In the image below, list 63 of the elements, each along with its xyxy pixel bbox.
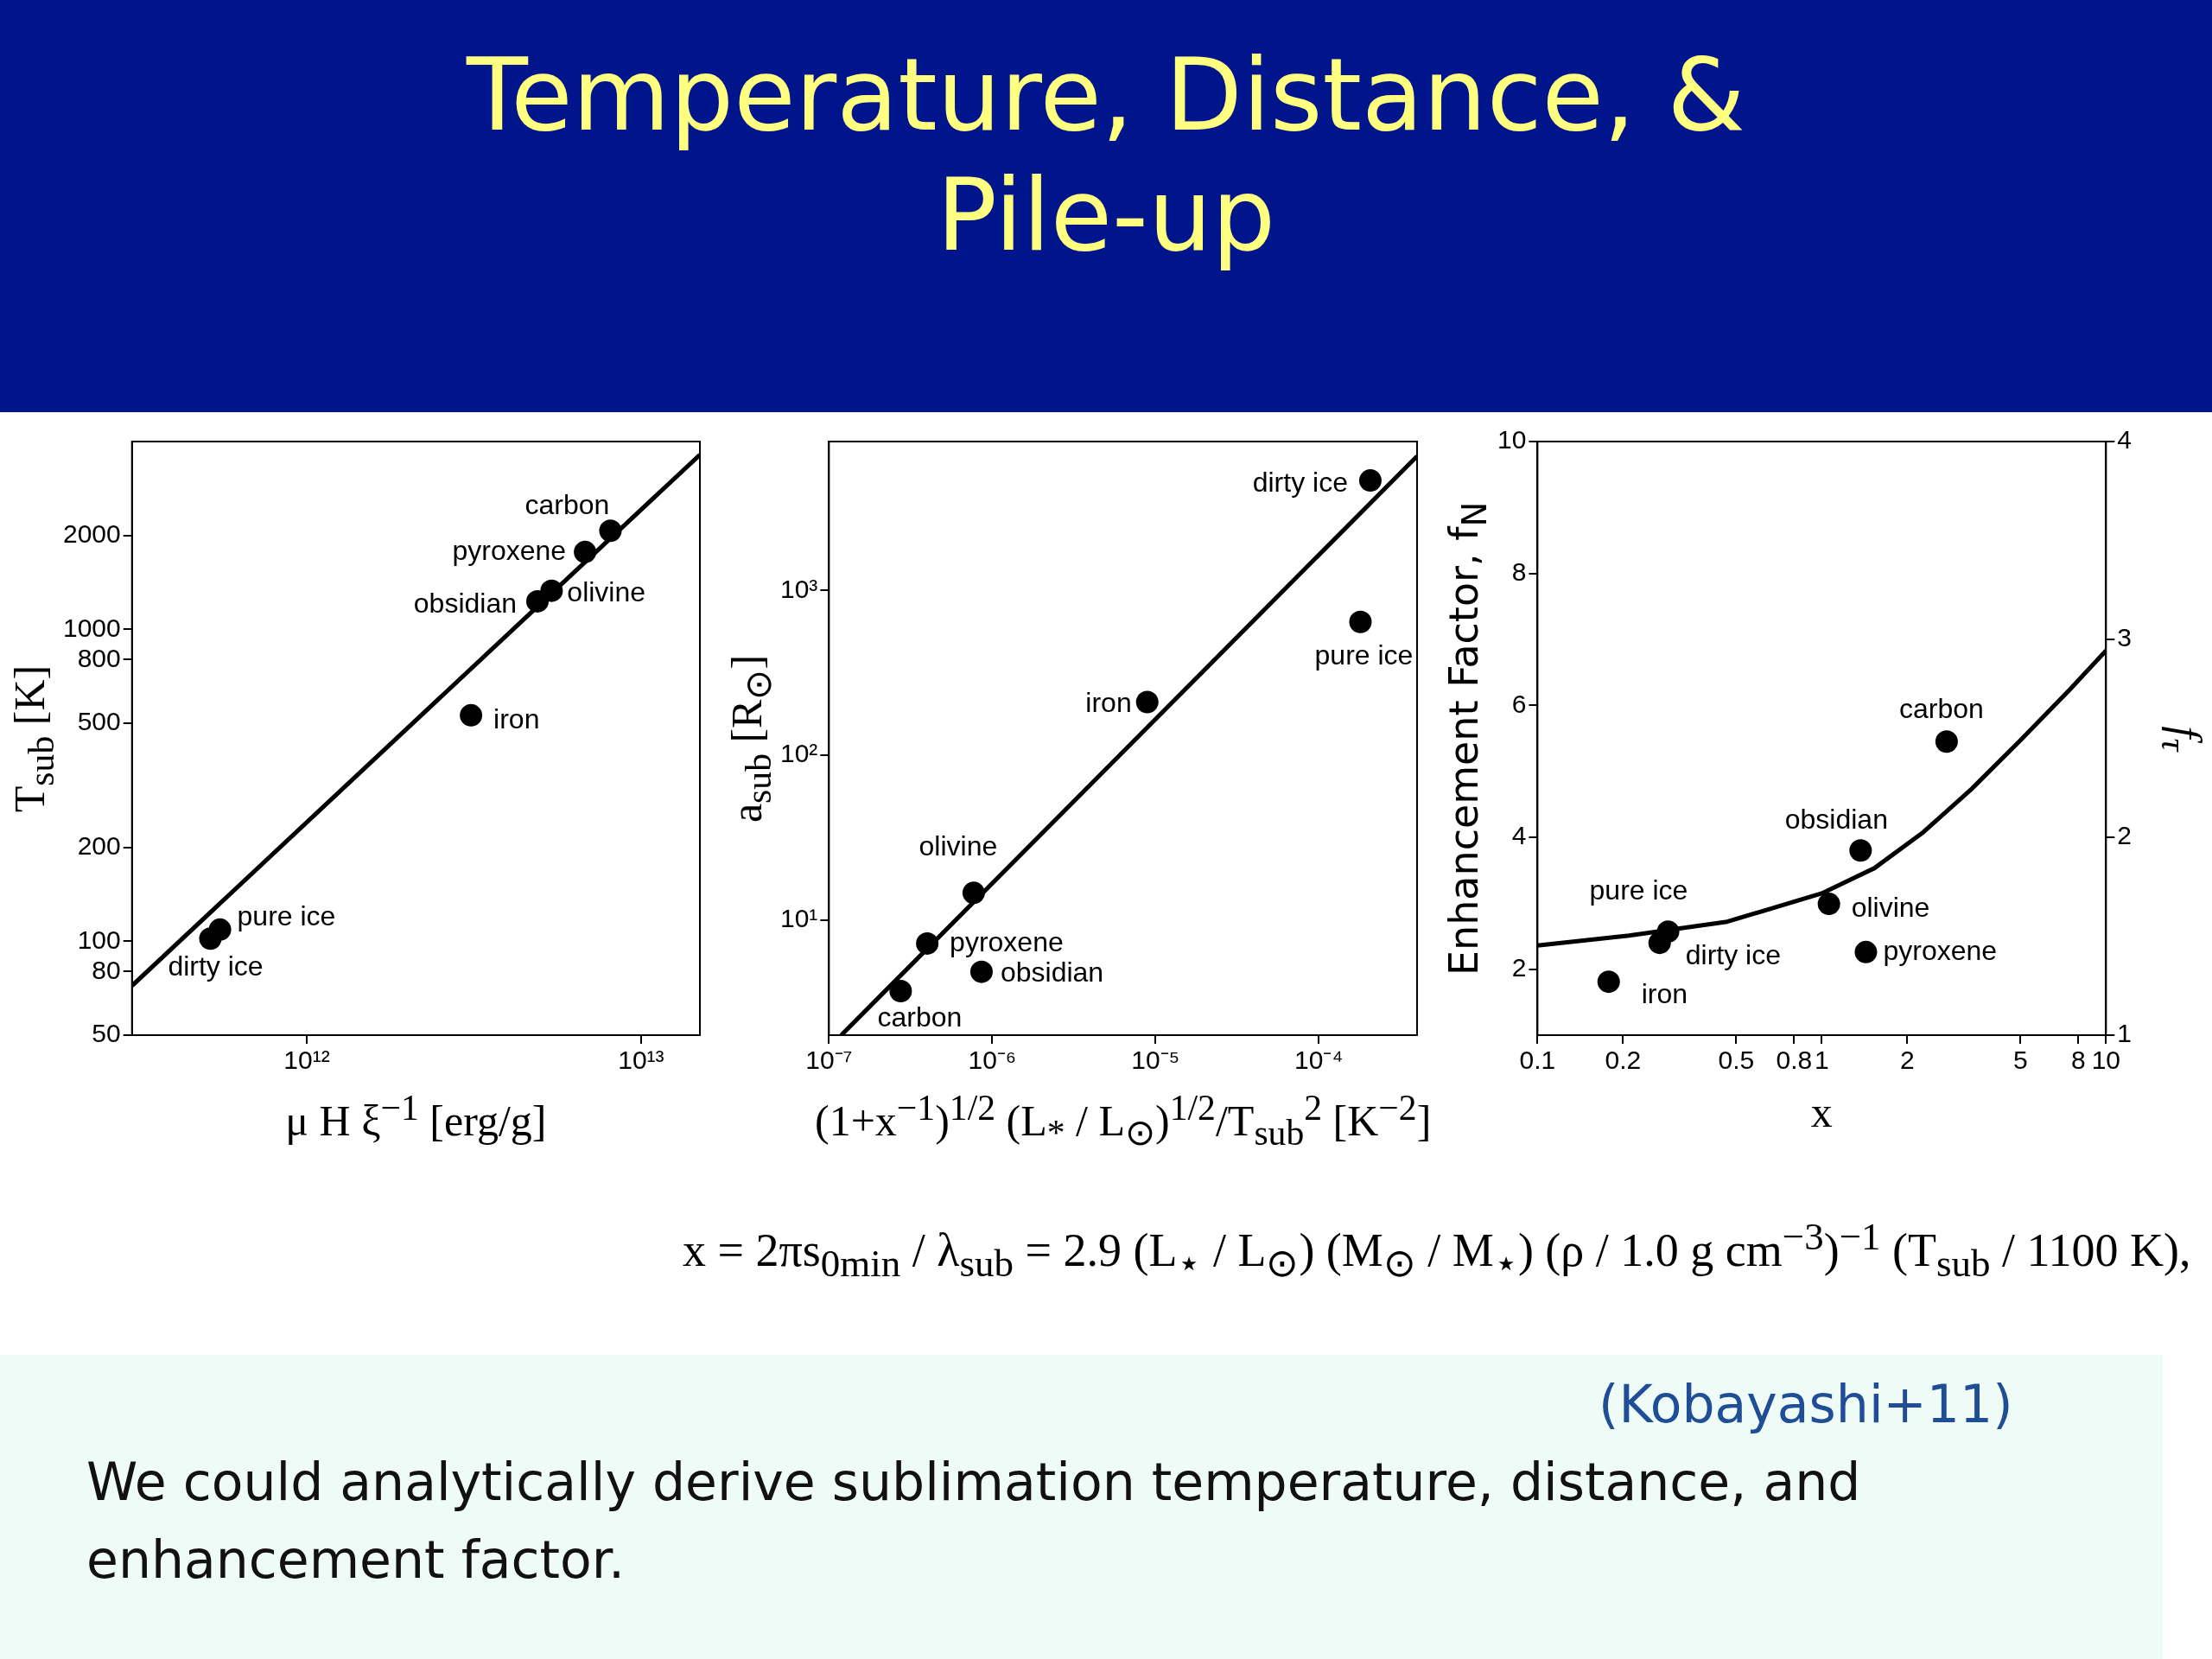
series-label: olivine	[1851, 891, 1930, 923]
x-tick-label: 0.2	[1605, 1046, 1642, 1075]
x-tick-label: 10⁻⁶	[968, 1046, 1017, 1075]
series-label: olivine	[918, 830, 998, 862]
series-label: dirty ice	[1685, 938, 1781, 970]
y2-tick-label: 1	[2117, 1019, 2132, 1048]
text: Temperature, Distance, & Pile-up	[465, 35, 1746, 276]
x-tick-label: 0.8	[1776, 1046, 1813, 1075]
series-label: iron	[1641, 978, 1688, 1009]
series-label: pyroxene	[950, 925, 1064, 957]
series-label: carbon	[1898, 693, 1984, 725]
y-tick-label: 2	[1511, 952, 1527, 982]
text: (Kobayashi+11)	[1599, 1374, 2013, 1434]
series-label: obsidian	[1000, 957, 1104, 988]
series-label: carbon	[877, 1001, 963, 1033]
x-tick-label: 8	[2071, 1046, 2086, 1075]
series-label: pure ice	[1589, 874, 1688, 906]
x-tick-label: 10⁻⁷	[805, 1046, 853, 1075]
y-tick-label: 800	[77, 643, 121, 672]
x-tick-label: 0.1	[1519, 1046, 1556, 1075]
text: x = 2πs$_{0min}$ / λ$_{sub}$ = 2.9 (L$_{⋆}$ / L$_{⊙}$) (M$_{⊙}$ / M$_{⋆}$) (ρ / 1.0 g cm$^{−3}$)$^{−1}$ (T$_{sub}$ / 1100 K),	[683, 1215, 2191, 1285]
x-tick-label: 5	[2012, 1046, 2028, 1075]
series-label: pyroxene	[1883, 934, 1998, 966]
series-label: dirty ice	[1252, 466, 1348, 498]
series-label: pure ice	[237, 899, 336, 931]
x-tick-label: 2	[1900, 1046, 1915, 1075]
y2-tick-label: 2	[2117, 821, 2132, 850]
x-tick-label: 1	[1815, 1046, 1829, 1075]
series-label: carbon	[524, 489, 610, 521]
x-tick-label: 10¹³	[618, 1046, 664, 1075]
x-tick-label: 10	[2091, 1046, 2120, 1075]
series-label: obsidian	[413, 587, 518, 619]
text: We could analytically derive sublimation temperature, distance, and enhancement factor.	[86, 1451, 1862, 1592]
x-tick-label: 10¹²	[283, 1046, 330, 1075]
x-tick-label: 0.5	[1718, 1046, 1755, 1075]
series-label: obsidian	[1784, 804, 1888, 836]
y-tick-label: 10³	[780, 574, 818, 603]
series-label: olivine	[567, 576, 646, 608]
y-tick-label: 10	[1497, 425, 1527, 454]
x-tick-label: 10⁻⁴	[1294, 1046, 1344, 1075]
series-label: iron	[1085, 687, 1132, 719]
x-axis-title: x	[1810, 1087, 1833, 1137]
y-tick-label: 200	[77, 830, 121, 860]
y-tick-label: 80	[92, 955, 121, 984]
y2-tick-label: 3	[2117, 623, 2132, 652]
y-tick-label: 1000	[62, 613, 121, 642]
y-tick-label: 10¹	[780, 903, 818, 932]
y-tick-label: 500	[77, 707, 121, 736]
series-label: pure ice	[1314, 639, 1414, 671]
y-tick-label: 4	[1511, 821, 1527, 850]
y-tick-label: 6	[1511, 689, 1527, 718]
x-tick-label: 10⁻⁵	[1131, 1046, 1180, 1075]
y-tick-label: 8	[1511, 556, 1527, 586]
y-tick-label: 10²	[780, 739, 818, 768]
y-tick-label: 2000	[62, 518, 121, 548]
y-tick-label: 100	[77, 925, 121, 954]
text: (1+x$^{−1}$)$^{1/2}$ (L$_{*}$ / L$_{⊙}$)$^{1/2}$/T$_{sub}$$^{2}$ [K$^{−2}$]	[815, 1088, 1432, 1153]
y-tick-label: 50	[92, 1019, 121, 1048]
y2-tick-label: 4	[2117, 425, 2132, 454]
series-label: iron	[493, 702, 540, 734]
series-label: dirty ice	[168, 950, 264, 982]
series-label: pyroxene	[452, 534, 567, 566]
x-axis-title: μ H ξ$^{−1}$ [erg/g]	[285, 1087, 547, 1146]
